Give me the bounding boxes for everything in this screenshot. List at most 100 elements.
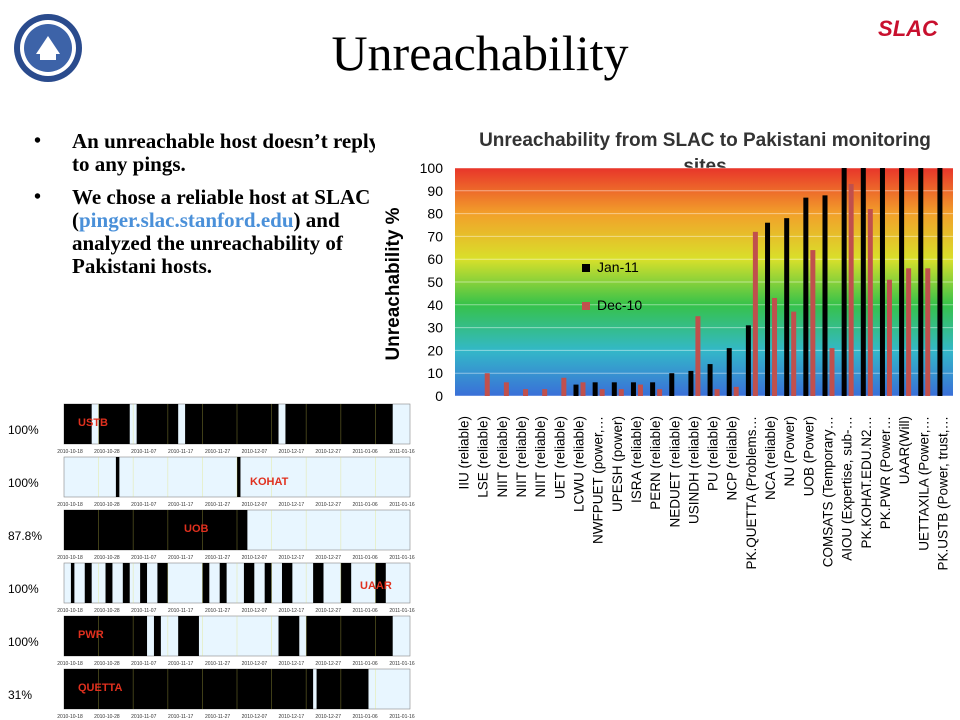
x-category-label: USINDH (reliable) [686, 416, 701, 524]
bar-dec-10 [848, 183, 854, 396]
x-category-label: NWFPUET (power,… [591, 416, 606, 544]
x-category-label: NCA (reliable) [763, 416, 778, 500]
bar-dec-10 [523, 389, 529, 396]
time-tick-label: 2010-12-27 [315, 661, 341, 667]
x-category-label: NIIT (reliable) [514, 416, 529, 498]
time-tick-label: 2010-12-17 [279, 555, 305, 561]
x-category-label: NEDUET (reliable) [667, 416, 682, 528]
y-tick-label: 40 [427, 297, 443, 313]
chart-title-line1: Unreachability from SLAC to Pakistani mo… [479, 130, 931, 151]
bar-dec-10 [503, 382, 509, 396]
bar-jan-11 [860, 168, 866, 396]
site-name: PWR [78, 629, 104, 641]
bullet-list: • An unreachable host doesn’t reply to a… [30, 130, 380, 288]
x-category-label: LCWU (reliable) [572, 416, 587, 512]
bar-dec-10 [886, 279, 892, 396]
x-category-label: NIIT (reliable) [495, 416, 510, 498]
site-panel: 100% USTB 2010-10-18 2010-10-28 2010-11-07 20… [8, 403, 415, 455]
bar-dec-10 [791, 311, 797, 396]
x-category-label: COMSATS (Temporary… [821, 416, 836, 567]
x-category-label: UOB (Power) [801, 416, 816, 496]
x-category-label: UETTAXILA (Power,… [916, 416, 931, 551]
bar-dec-10 [618, 389, 624, 396]
time-tick-label: 2011-01-16 [389, 502, 414, 508]
time-tick-label: 2010-12-27 [315, 608, 341, 614]
time-tick-label: 2010-10-18 [57, 555, 83, 561]
time-tick-label: 2010-11-17 [168, 661, 193, 667]
time-tick-label: 2010-10-28 [94, 661, 120, 667]
x-category-label: PK.PWR (Power… [878, 416, 893, 529]
bar-jan-11 [611, 382, 617, 396]
x-category-label: NCP (reliable) [725, 416, 740, 501]
bar-dec-10 [580, 382, 586, 396]
site-percent: 100% [8, 476, 39, 490]
x-category-label: PK.USTB (Power, trust,… [935, 416, 950, 571]
time-tick-label: 2010-11-07 [131, 714, 156, 720]
time-tick-label: 2011-01-16 [389, 714, 414, 720]
y-tick-label: 0 [435, 388, 443, 404]
site-timeseries-panels: 100% USTB 2010-10-18 2010-10-28 2010-11-07 20… [0, 400, 415, 720]
y-tick-label: 70 [427, 228, 443, 244]
bar-jan-11 [784, 218, 790, 396]
site-panel: 100% PWR 2010-10-18 2010-10-28 2010-11-07 201… [8, 615, 415, 667]
time-tick-label: 2011-01-06 [353, 449, 378, 455]
time-tick-label: 2010-12-07 [242, 714, 268, 720]
bar-jan-11 [918, 168, 924, 396]
time-tick-label: 2011-01-06 [353, 714, 378, 720]
slide-title: Unreachability [331, 25, 629, 81]
svg-text:SLAC: SLAC [878, 16, 939, 41]
time-tick-label: 2010-12-17 [279, 608, 305, 614]
bar-dec-10 [599, 389, 605, 396]
bullet-text: An unreachable host doesn’t reply to any… [72, 129, 380, 176]
y-tick-label: 100 [420, 160, 444, 176]
time-tick-label: 2010-11-17 [168, 449, 193, 455]
bar-dec-10 [733, 386, 739, 396]
bar-jan-11 [707, 364, 713, 396]
bar-dec-10 [637, 384, 643, 396]
time-tick-label: 2010-10-28 [94, 608, 120, 614]
bar-jan-11 [688, 370, 694, 396]
bar-jan-11 [573, 384, 579, 396]
time-tick-label: 2010-12-17 [279, 661, 305, 667]
x-category-label: PU (reliable) [706, 416, 721, 491]
bar-jan-11 [803, 197, 809, 396]
bullet-text-post: ) and analyzed the unreachability of Pak… [72, 208, 343, 278]
site-percent: 100% [8, 635, 39, 649]
x-category-label: PK.QUETTA (Problems… [744, 416, 759, 570]
site-name: UAAR [360, 580, 392, 592]
time-tick-label: 2010-11-27 [205, 449, 230, 455]
time-tick-label: 2011-01-06 [353, 555, 378, 561]
y-tick-label: 10 [427, 365, 443, 381]
time-tick-label: 2011-01-16 [389, 555, 414, 561]
host-link[interactable]: pinger.slac.stanford.edu [79, 208, 294, 232]
bar-jan-11 [822, 195, 828, 396]
time-tick-label: 2010-11-27 [205, 608, 230, 614]
x-category-label: NIIT (reliable) [533, 416, 548, 498]
y-tick-label: 80 [427, 206, 443, 222]
bullet-item: • We chose a reliable host at SLAC (ping… [30, 186, 380, 278]
time-tick-label: 2010-12-27 [315, 555, 341, 561]
time-tick-label: 2010-10-18 [57, 714, 83, 720]
chart-legend: Jan-11 Dec-10 [582, 259, 642, 313]
unreachability-bar-chart: Unreachability from SLAC to Pakistani mo… [375, 120, 960, 720]
legend-swatch [582, 264, 590, 272]
time-tick-label: 2010-11-27 [205, 714, 230, 720]
y-axis-label: Unreachability % [383, 207, 404, 360]
x-category-label: IIU (reliable) [457, 416, 472, 490]
bar-dec-10 [925, 268, 931, 396]
site-percent: 100% [8, 582, 39, 596]
time-tick-label: 2010-12-27 [315, 502, 341, 508]
x-category-label: UAAR(Will) [897, 416, 912, 484]
time-tick-label: 2010-12-07 [242, 661, 268, 667]
time-tick-label: 2010-10-28 [94, 555, 120, 561]
x-axis-labels: IIU (reliable) LSE (reliable) NIIT (reliab… [457, 416, 951, 571]
time-tick-label: 2010-12-07 [242, 555, 268, 561]
university-logo [14, 14, 82, 82]
site-panel: 87.8% UOB 2010-10-18 2010-10-28 2010-11-07 20… [8, 509, 415, 561]
time-tick-label: 2010-11-27 [205, 555, 230, 561]
x-category-label: NU (Power) [782, 416, 797, 487]
y-tick-label: 20 [427, 342, 443, 358]
time-tick-label: 2011-01-16 [389, 449, 414, 455]
time-tick-label: 2010-12-17 [279, 502, 305, 508]
bar-jan-11 [669, 373, 675, 396]
